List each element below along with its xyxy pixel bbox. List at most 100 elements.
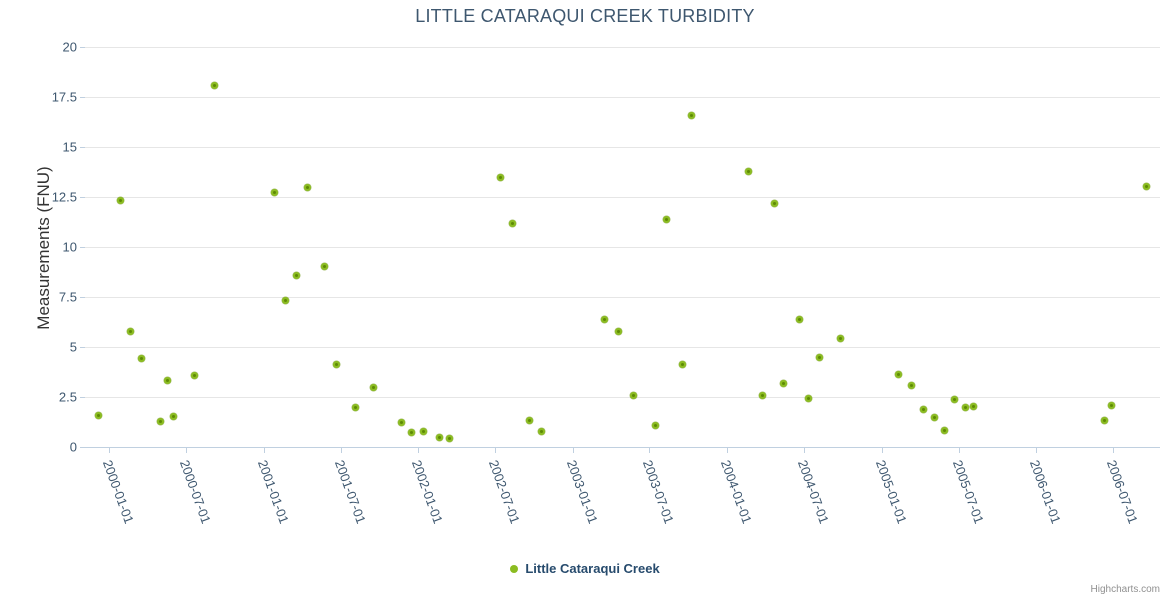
legend-item-little-cataraqui-creek[interactable]: Little Cataraqui Creek xyxy=(510,561,660,576)
scatter-point[interactable] xyxy=(779,379,787,387)
scatter-point[interactable] xyxy=(163,376,171,384)
scatter-point[interactable] xyxy=(436,433,444,441)
gridline xyxy=(85,197,1160,198)
scatter-point[interactable] xyxy=(969,402,977,410)
y-axis-tick-mark xyxy=(80,197,85,198)
x-axis-tick-label: 2000-01-01 xyxy=(100,458,137,526)
x-axis-tick-label: 2006-01-01 xyxy=(1027,458,1065,526)
x-axis-tick-mark xyxy=(418,447,420,453)
gridline xyxy=(85,47,1160,48)
scatter-point[interactable] xyxy=(293,271,301,279)
scatter-point[interactable] xyxy=(397,418,405,426)
scatter-point[interactable] xyxy=(805,394,813,402)
scatter-point[interactable] xyxy=(419,427,427,435)
scatter-point[interactable] xyxy=(651,421,659,429)
x-axis-tick-mark xyxy=(494,447,496,453)
y-axis-tick-mark xyxy=(80,397,85,398)
scatter-point[interactable] xyxy=(446,434,454,442)
scatter-point[interactable] xyxy=(525,416,533,424)
x-axis-tick-label: 2001-01-01 xyxy=(254,458,292,526)
scatter-point[interactable] xyxy=(191,371,199,379)
scatter-point[interactable] xyxy=(127,327,135,335)
scatter-point[interactable] xyxy=(210,81,218,89)
x-axis-tick-label: 2003-07-01 xyxy=(640,458,678,526)
y-axis-tick-label: 5 xyxy=(69,339,77,355)
scatter-point[interactable] xyxy=(496,173,504,181)
scatter-point[interactable] xyxy=(687,111,695,119)
scatter-point[interactable] xyxy=(630,391,638,399)
scatter-point[interactable] xyxy=(615,327,623,335)
scatter-point[interactable] xyxy=(157,417,165,425)
x-axis-line xyxy=(85,447,1160,448)
x-axis-tick-label: 2002-01-01 xyxy=(409,458,447,526)
scatter-point[interactable] xyxy=(1142,182,1150,190)
x-axis-tick-mark xyxy=(727,447,729,453)
scatter-point[interactable] xyxy=(815,353,823,361)
x-axis-tick-mark xyxy=(882,447,884,453)
x-axis-tick-label: 2005-01-01 xyxy=(872,458,910,526)
x-axis-tick-mark xyxy=(1113,447,1115,453)
scatter-point[interactable] xyxy=(94,411,102,419)
y-axis-tick-label: 10 xyxy=(62,239,77,255)
y-axis-tick-mark xyxy=(80,47,85,48)
scatter-point[interactable] xyxy=(509,219,517,227)
highcharts-credits-link[interactable]: Highcharts.com xyxy=(1090,584,1160,595)
gridline xyxy=(85,347,1160,348)
scatter-point[interactable] xyxy=(931,413,938,421)
scatter-point[interactable] xyxy=(332,360,340,368)
scatter-point[interactable] xyxy=(281,296,289,304)
y-axis-tick-label: 15 xyxy=(62,139,77,155)
legend-marker-icon xyxy=(510,564,519,573)
x-axis-tick-mark xyxy=(572,447,574,453)
scatter-point[interactable] xyxy=(1100,416,1108,424)
scatter-point[interactable] xyxy=(679,360,687,368)
y-axis-tick-label: 0 xyxy=(69,439,77,455)
scatter-point[interactable] xyxy=(962,403,970,411)
scatter-point[interactable] xyxy=(951,395,959,403)
y-axis-tick-mark xyxy=(80,297,85,298)
x-axis-tick-mark xyxy=(1036,447,1038,453)
gridline xyxy=(85,97,1160,98)
x-axis-tick-mark xyxy=(958,447,960,453)
x-axis-tick-label: 2002-07-01 xyxy=(485,458,523,526)
x-axis-tick-label: 2000-07-01 xyxy=(177,458,214,526)
scatter-point[interactable] xyxy=(170,412,178,420)
x-axis-tick-mark xyxy=(109,447,111,453)
scatter-point[interactable] xyxy=(116,196,124,204)
scatter-point[interactable] xyxy=(662,215,670,223)
scatter-point[interactable] xyxy=(919,405,927,413)
scatter-point[interactable] xyxy=(837,334,845,342)
scatter-point[interactable] xyxy=(796,315,804,323)
scatter-point[interactable] xyxy=(1108,401,1116,409)
x-axis-tick-mark xyxy=(263,447,265,453)
scatter-point[interactable] xyxy=(407,428,415,436)
scatter-point[interactable] xyxy=(137,354,145,362)
scatter-point[interactable] xyxy=(759,391,767,399)
scatter-point[interactable] xyxy=(271,188,279,196)
gridline xyxy=(85,297,1160,298)
plot-area xyxy=(85,47,1160,448)
x-axis-tick-label: 2001-07-01 xyxy=(331,458,369,526)
chart-legend: Little Cataraqui Creek xyxy=(0,561,1170,576)
gridline xyxy=(85,247,1160,248)
chart-title: LITTLE CATARAQUI CREEK TURBIDITY xyxy=(415,6,755,26)
scatter-point[interactable] xyxy=(351,403,359,411)
x-axis-tick-label: 2005-07-01 xyxy=(949,458,987,526)
x-axis-tick-label: 2006-07-01 xyxy=(1103,458,1141,526)
y-axis-tick-label: 17.5 xyxy=(51,89,77,105)
x-axis-tick-mark xyxy=(186,447,188,453)
scatter-point[interactable] xyxy=(771,199,779,207)
scatter-point[interactable] xyxy=(908,381,916,389)
scatter-point[interactable] xyxy=(940,426,948,434)
scatter-point[interactable] xyxy=(321,262,329,270)
y-axis-tick-mark xyxy=(80,147,85,148)
y-axis-tick-label: 20 xyxy=(62,39,77,55)
y-axis-tick-labels: 0 2.5 5 7.5 10 12.5 15 17.5 20 xyxy=(0,40,77,455)
scatter-point[interactable] xyxy=(304,183,312,191)
scatter-point[interactable] xyxy=(537,427,545,435)
scatter-point[interactable] xyxy=(895,370,903,378)
scatter-point[interactable] xyxy=(600,315,608,323)
scatter-point[interactable] xyxy=(370,383,378,391)
y-axis-tick-mark xyxy=(80,247,85,248)
scatter-point[interactable] xyxy=(744,167,752,175)
